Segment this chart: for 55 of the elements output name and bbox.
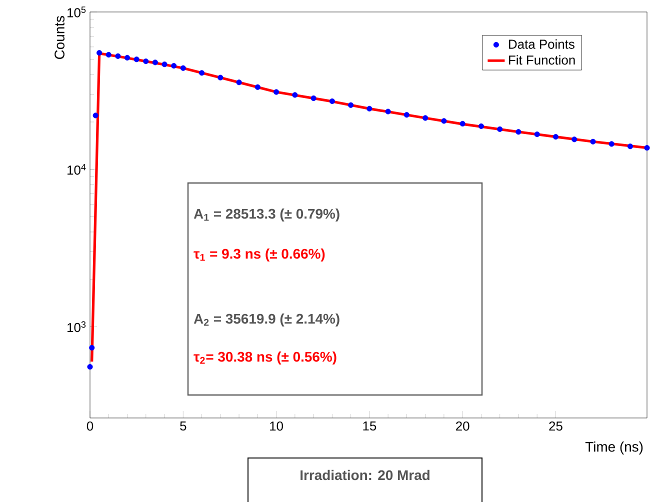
point (441, 118, 447, 124)
point (627, 143, 634, 149)
point (152, 59, 158, 65)
annotation: A$_{1}$ = 28513.3 (± 0.79%) (194, 208, 340, 222)
point (106, 52, 112, 58)
point (273, 88, 280, 95)
y-axis-title: Counts (54, 16, 64, 59)
point (87, 364, 93, 370)
point (534, 131, 540, 137)
legend-label: Data Points (509, 39, 574, 49)
point (478, 123, 484, 129)
point (422, 114, 428, 121)
legend-label: Fit Function (509, 54, 575, 64)
point (115, 53, 121, 59)
point (552, 134, 559, 140)
point (348, 102, 354, 108)
point (89, 344, 95, 350)
point (92, 112, 98, 118)
y-tick-label: 10$^{3}$ (68, 321, 86, 332)
point (572, 136, 578, 142)
text: Irradiation: 20 Mrad (300, 470, 430, 480)
point (218, 74, 224, 80)
point (254, 84, 260, 90)
x-tick-label: 15 (363, 421, 376, 430)
x-tick-label: 5 (180, 421, 186, 430)
annotation: A$_{2}$ = 35619.9 (± 2.14%) (194, 313, 340, 326)
x-tick-label: 25 (549, 421, 562, 430)
point (329, 98, 335, 104)
x-tick-label: 0 (86, 421, 94, 430)
point (310, 95, 316, 101)
point (96, 50, 102, 56)
point (292, 92, 298, 98)
point (124, 54, 130, 60)
point (497, 126, 503, 132)
point (162, 61, 168, 67)
annotation: τ$_{1}$ = 9.3 ns (± 0.66%) (194, 248, 325, 262)
annotation: τ$_{2}$= 30.38 ns (± 0.56%) (194, 351, 336, 364)
point (608, 140, 614, 147)
x-tick-label: 20 (456, 421, 470, 430)
point (404, 112, 410, 118)
point (198, 70, 205, 76)
point (385, 108, 391, 114)
point (236, 79, 242, 85)
x-axis-title: Time (ns) (585, 441, 643, 454)
point (366, 106, 372, 112)
point (171, 62, 177, 68)
y-tick-label: 10$^{4}$ (68, 164, 86, 174)
point (180, 65, 186, 71)
y-tick-label: 10$^{5}$ (68, 6, 86, 18)
point (590, 138, 596, 144)
x-tick-label: 10 (270, 421, 283, 430)
point (516, 128, 522, 134)
point (460, 120, 466, 126)
point (143, 58, 149, 64)
point (134, 56, 140, 62)
